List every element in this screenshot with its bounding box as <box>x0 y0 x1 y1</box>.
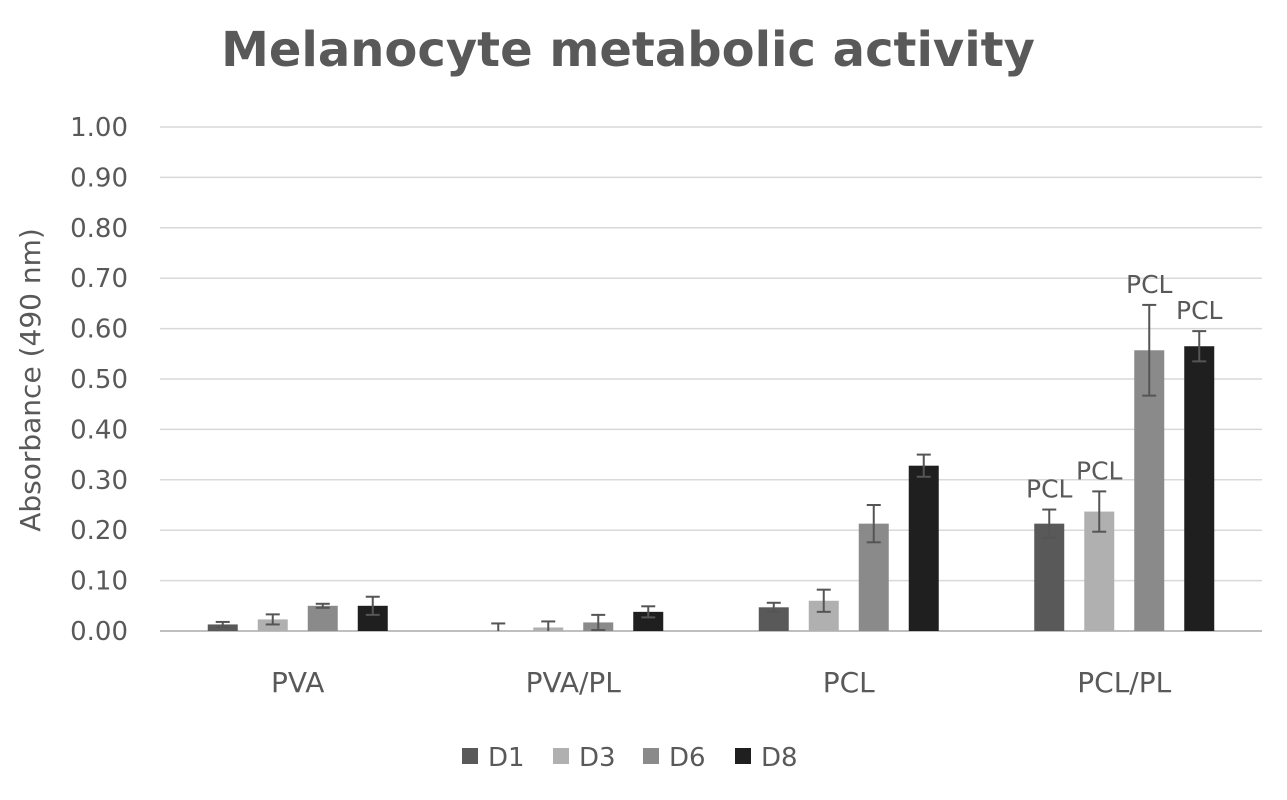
error-bars <box>215 303 1207 631</box>
bar <box>633 611 664 631</box>
gridlines <box>160 126 1262 632</box>
category-label: PCL <box>823 666 875 699</box>
y-tick-label: 0.10 <box>70 567 128 597</box>
y-tick-labels: 0.00 0.10 0.20 0.30 0.40 0.50 0.60 0.70 0.80 0.90… <box>70 113 128 647</box>
category-label: PCL/PL <box>1077 666 1171 699</box>
bar <box>1034 523 1065 631</box>
bar <box>307 605 338 631</box>
bar-annotation: PCL <box>1176 296 1223 325</box>
y-tick-label: 0.20 <box>70 516 128 546</box>
bar-annotation: PCL <box>1076 456 1123 485</box>
legend-label: D6 <box>669 743 706 773</box>
category-labels: PVA PVA/PL PCL PCL/PL <box>271 666 1172 699</box>
legend-swatch <box>462 748 478 764</box>
bar <box>758 607 789 631</box>
y-tick-label: 0.30 <box>70 466 128 496</box>
legend-swatch <box>643 748 659 764</box>
bar-annotation: PCL <box>1126 270 1173 299</box>
y-tick-label: 0.70 <box>70 264 128 294</box>
y-tick-label: 1.00 <box>70 113 128 143</box>
legend-swatch <box>553 748 569 764</box>
bar-annotation: PCL <box>1026 475 1073 504</box>
legend-label: D8 <box>761 743 798 773</box>
y-tick-label: 0.40 <box>70 415 128 445</box>
y-axis-label: Absorbance (490 nm) <box>14 228 47 532</box>
y-tick-label: 0.50 <box>70 365 128 395</box>
bar <box>1134 350 1165 631</box>
legend-swatch <box>735 748 751 764</box>
legend-label: D3 <box>579 743 616 773</box>
legend: D1 D3 D6 D8 <box>462 743 798 773</box>
chart-title: Melanocyte metabolic activity <box>221 22 1035 78</box>
legend-label: D1 <box>488 743 525 773</box>
y-tick-label: 0.00 <box>70 617 128 647</box>
y-tick-label: 0.90 <box>70 163 128 193</box>
category-label: PVA <box>271 666 324 699</box>
y-tick-label: 0.60 <box>70 315 128 345</box>
category-label: PVA/PL <box>526 666 622 699</box>
bar <box>1184 346 1215 631</box>
bar <box>908 465 939 631</box>
y-tick-label: 0.80 <box>70 214 128 244</box>
